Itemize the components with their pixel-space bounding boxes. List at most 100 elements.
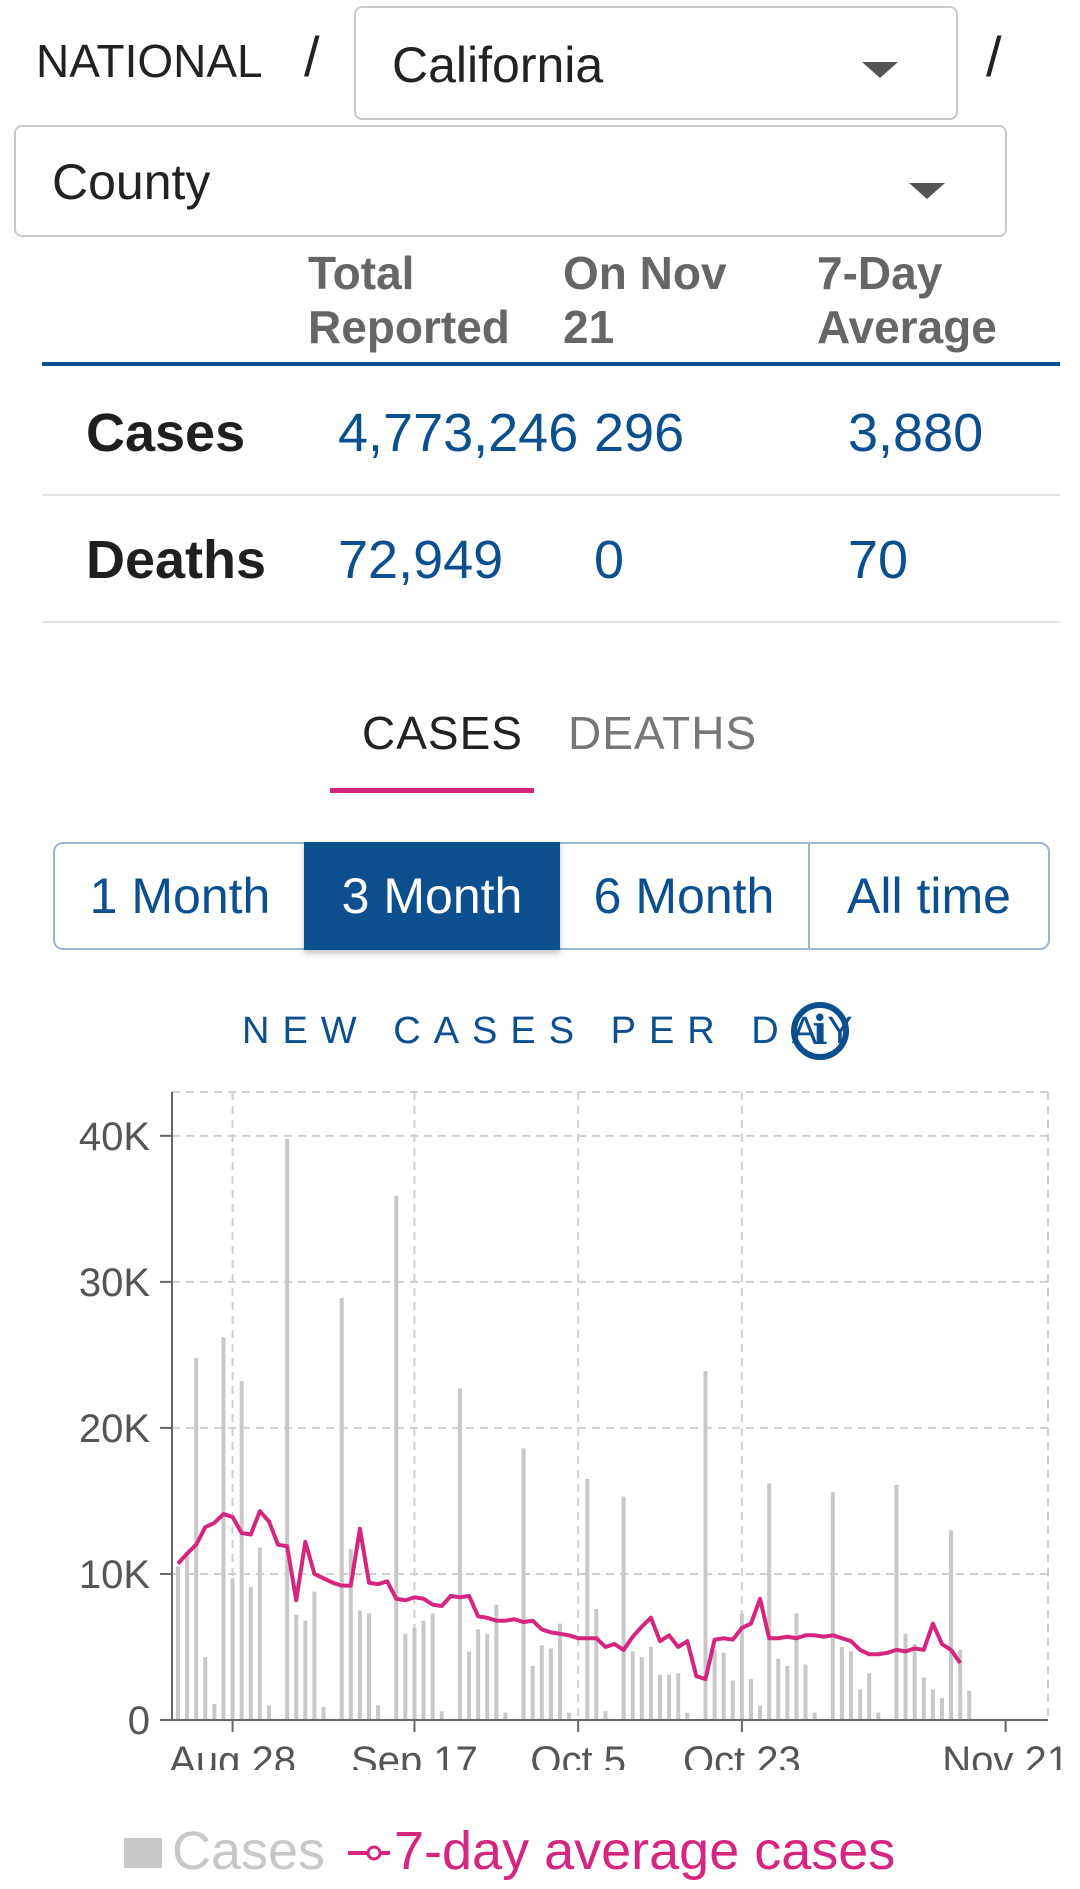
case-bar (658, 1674, 663, 1720)
case-bar (603, 1711, 608, 1720)
state-select[interactable]: California (354, 6, 958, 120)
cases-chart: 0 10K 20K 30K 40K Aug 28 Sep 17 Oct 5 Oct 23 Nov… (79, 1091, 1069, 1770)
case-bar (794, 1613, 799, 1720)
breadcrumb-separator: / (986, 25, 1002, 88)
case-bar (485, 1633, 490, 1720)
case-bar (703, 1370, 708, 1720)
case-bar (903, 1633, 908, 1720)
case-bar (839, 1646, 844, 1720)
cases-legend-swatch (124, 1838, 162, 1868)
range-6-month-button[interactable]: 6 Month (559, 842, 809, 950)
case-bar (921, 1677, 926, 1720)
deaths-seven-day-average: 70 (848, 530, 909, 590)
table-row-divider (42, 494, 1060, 496)
case-bar (939, 1698, 944, 1720)
range-1-month-button[interactable]: 1 Month (53, 842, 305, 950)
table-header-rule (42, 362, 1060, 366)
case-bar (585, 1479, 590, 1720)
case-bar (648, 1646, 653, 1720)
case-bar (858, 1689, 863, 1720)
range-all-time-button[interactable]: All time (808, 842, 1050, 950)
x-tick-label: Sep 17 (351, 1739, 478, 1770)
case-bar (176, 1566, 180, 1720)
case-bar (357, 1610, 362, 1720)
legend-cases[interactable]: Cases (172, 1821, 326, 1881)
case-bar (567, 1712, 572, 1720)
case-bar (494, 1604, 499, 1720)
case-bar (712, 1649, 717, 1720)
case-bar (876, 1712, 881, 1720)
range-3-month-button[interactable]: 3 Month (304, 842, 560, 950)
cases-bars (176, 1138, 972, 1720)
y-tick-label: 40K (79, 1115, 150, 1159)
county-select-value: County (52, 154, 211, 210)
case-bar (221, 1337, 226, 1720)
case-bar (403, 1633, 408, 1720)
case-bar (849, 1651, 854, 1720)
deaths-on-day: 0 (594, 530, 625, 590)
case-bar (430, 1613, 435, 1720)
x-tick-label: Nov 21 (942, 1739, 1069, 1770)
case-bar (557, 1623, 562, 1720)
case-bar (366, 1613, 371, 1720)
legend-seven-day-average[interactable]: 7-day average cases (394, 1821, 896, 1881)
case-bar (457, 1388, 462, 1720)
case-bar (894, 1484, 899, 1720)
case-bar (394, 1195, 399, 1720)
cases-total: 4,773,246 (338, 403, 579, 463)
tab-cases-underline (330, 788, 534, 793)
case-bar (185, 1552, 190, 1720)
case-bar (521, 1448, 526, 1720)
case-bar (721, 1652, 726, 1720)
case-bar (339, 1297, 344, 1720)
tab-deaths[interactable]: DEATHS (568, 707, 758, 759)
y-tick-label: 20K (79, 1407, 150, 1451)
case-bar (739, 1613, 744, 1720)
case-bar (285, 1138, 290, 1720)
y-tick-label: 30K (79, 1261, 150, 1305)
x-tick-labels: Aug 28 Sep 17 Oct 5 Oct 23 Nov 21 (169, 1739, 1069, 1770)
cases-seven-day-average: 3,880 (848, 403, 984, 463)
case-bar (312, 1591, 317, 1720)
case-bar (967, 1690, 972, 1720)
case-bar (257, 1547, 262, 1720)
x-tick-label: Aug 28 (169, 1739, 296, 1770)
avg-legend-marker-icon (348, 1845, 390, 1861)
chart-axes (160, 1092, 1048, 1732)
case-bar (758, 1705, 763, 1720)
case-bar (958, 1649, 963, 1720)
tab-cases[interactable]: CASES (362, 707, 523, 759)
case-bar (630, 1651, 635, 1720)
case-bar (248, 1587, 253, 1720)
case-bar (212, 1703, 217, 1720)
info-icon[interactable]: i (791, 1002, 849, 1060)
case-bar (830, 1492, 835, 1720)
breadcrumb-national[interactable]: NATIONAL (36, 35, 263, 87)
case-bar (530, 1665, 535, 1720)
y-tick-labels: 0 10K 20K 30K 40K (79, 1115, 150, 1743)
county-select[interactable]: County (14, 125, 1007, 237)
case-bar (676, 1673, 681, 1720)
case-bar (303, 1620, 308, 1720)
case-bar (376, 1705, 381, 1720)
case-bar (767, 1483, 772, 1720)
case-bar (439, 1711, 444, 1720)
state-select-value: California (392, 37, 604, 93)
x-tick-label: Oct 5 (530, 1739, 626, 1770)
case-bar (203, 1657, 208, 1720)
case-bar (621, 1496, 626, 1720)
row-label-deaths: Deaths (86, 530, 267, 590)
breadcrumb-separator: / (304, 25, 320, 88)
case-bar (421, 1620, 426, 1720)
case-bar (803, 1664, 808, 1720)
row-label-cases: Cases (86, 403, 246, 463)
case-bar (194, 1357, 199, 1720)
case-bar (503, 1712, 508, 1720)
case-bar (548, 1648, 553, 1720)
chevron-down-icon (909, 183, 945, 199)
case-bar (412, 1627, 417, 1720)
case-bar (912, 1644, 917, 1720)
y-tick-label: 10K (79, 1553, 150, 1597)
case-bar (467, 1651, 472, 1720)
case-bar (321, 1706, 326, 1720)
